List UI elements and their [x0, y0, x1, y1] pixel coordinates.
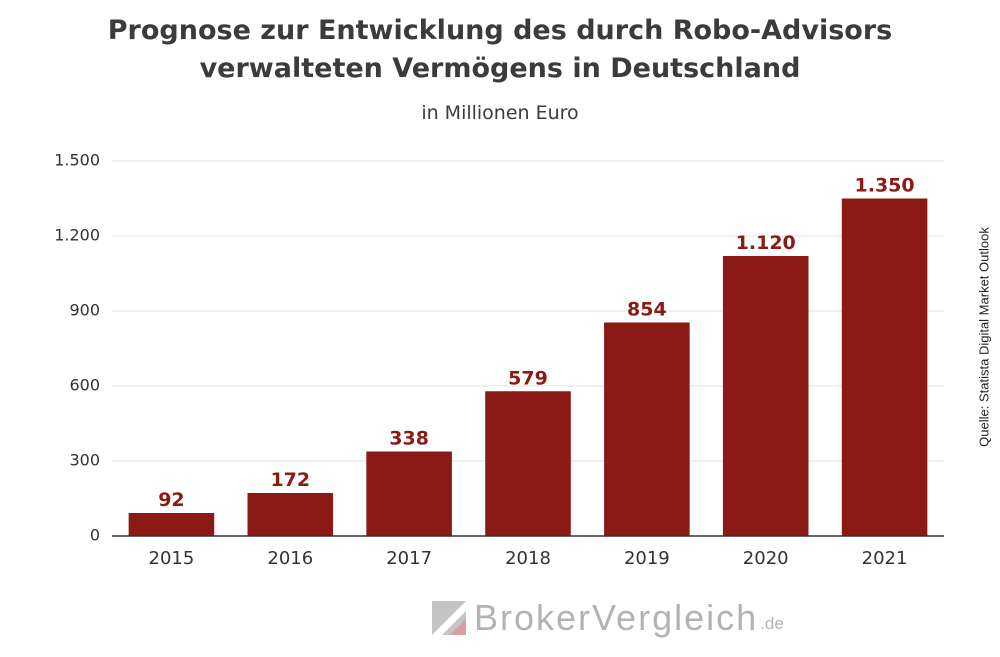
chart-title-line-2: verwalteten Vermögens in Deutschland	[199, 53, 801, 84]
data-label: 92	[158, 489, 184, 511]
bar	[128, 513, 215, 536]
data-label: 579	[508, 367, 548, 389]
x-tick-label: 2018	[505, 548, 551, 569]
x-tick-label: 2019	[624, 548, 670, 569]
source-text: Quelle: Statista Digital Market Outlook	[976, 227, 992, 447]
chart-title-line-1: Prognose zur Entwicklung des durch Robo-…	[107, 15, 893, 46]
brand-name: BrokerVergleich	[474, 597, 759, 638]
bar	[722, 256, 809, 536]
y-tick-label: 1.200	[54, 226, 100, 245]
chart-title: Prognose zur Entwicklung des durch Robo-…	[0, 12, 1000, 88]
brand-logo-icon	[432, 601, 466, 635]
x-tick-label: 2021	[862, 548, 908, 569]
data-label: 338	[389, 428, 429, 450]
x-tick-label: 2020	[743, 548, 789, 569]
y-tick-label: 0	[90, 526, 100, 545]
y-tick-label: 600	[69, 376, 100, 395]
bar	[366, 451, 452, 536]
chart-subtitle: in Millionen Euro	[421, 102, 579, 124]
brand-watermark: BrokerVergleich .de	[432, 596, 784, 640]
bar	[841, 198, 928, 536]
x-tick-label: 2017	[386, 548, 432, 569]
bar	[247, 493, 334, 536]
y-tick-label: 300	[69, 451, 100, 470]
bar	[604, 322, 690, 536]
x-tick-label: 2015	[149, 548, 195, 569]
data-label: 854	[627, 299, 667, 321]
bar	[485, 391, 571, 536]
y-tick-label: 1.500	[54, 151, 100, 170]
data-label: 1.350	[855, 175, 915, 197]
data-label: 172	[270, 469, 310, 491]
brand-tld: .de	[760, 614, 784, 633]
x-tick-label: 2016	[267, 548, 313, 569]
y-tick-label: 900	[69, 301, 100, 320]
data-label: 1.120	[736, 232, 796, 254]
